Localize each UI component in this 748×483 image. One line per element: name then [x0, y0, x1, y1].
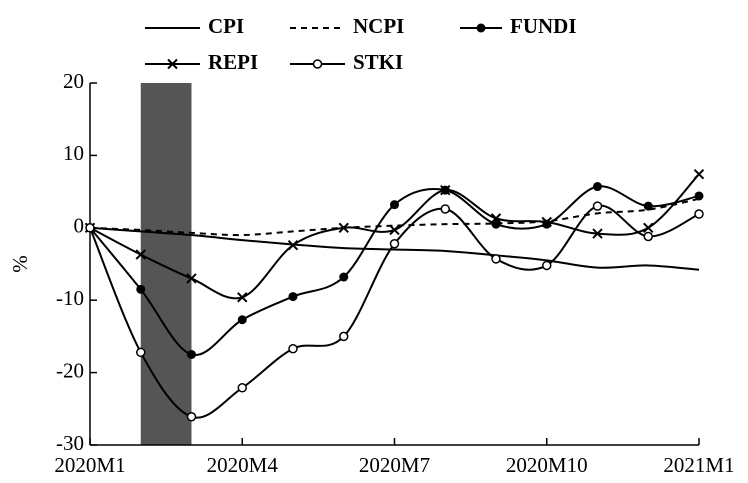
data-point: [339, 272, 349, 282]
highlight-band: [140, 83, 192, 445]
legend-marker: [167, 58, 178, 70]
data-point: [135, 249, 146, 260]
data-point: [694, 209, 704, 219]
data-point: [693, 169, 705, 180]
data-point: [389, 224, 400, 236]
data-point: [187, 350, 196, 359]
legend-label: NCPI: [353, 14, 404, 38]
data-point: [288, 343, 298, 354]
data-point: [389, 238, 400, 249]
data-point: [338, 222, 349, 234]
legend-label: FUNDI: [510, 14, 577, 38]
data-point: [491, 254, 501, 264]
series-line: [89, 226, 700, 271]
data-point: [186, 412, 197, 422]
data-point: [694, 191, 704, 201]
data-point: [592, 228, 603, 239]
data-point: [592, 201, 603, 211]
y-tick-label: -20: [56, 358, 84, 382]
legend-label: STKI: [353, 50, 403, 74]
legend-marker: [312, 59, 323, 69]
data-point: [339, 331, 349, 342]
data-point: [643, 231, 653, 242]
x-tick-label: 2020M7: [359, 453, 430, 477]
data-point: [287, 239, 299, 251]
data-point: [85, 223, 95, 233]
data-point: [237, 292, 248, 303]
legend-marker: [476, 23, 486, 33]
data-point: [542, 260, 552, 271]
data-point: [136, 284, 146, 294]
y-axis-label: %: [8, 255, 32, 273]
x-tick-label: 2020M1: [54, 453, 125, 477]
data-point: [593, 182, 602, 192]
legend-label: REPI: [208, 50, 258, 74]
data-point: [643, 201, 653, 211]
data-point: [237, 315, 247, 325]
data-point: [390, 200, 399, 210]
series-line: [89, 204, 700, 419]
data-point: [440, 204, 450, 214]
x-tick-label: 2020M4: [207, 453, 279, 477]
data-point: [237, 383, 247, 393]
x-tick-label: 2021M1: [663, 453, 734, 477]
legend-label: CPI: [208, 14, 244, 38]
y-tick-label: 20: [63, 69, 84, 93]
data-point: [643, 222, 654, 234]
y-tick-label: 0: [74, 214, 85, 238]
data-point: [288, 292, 298, 302]
data-point: [490, 213, 502, 224]
y-tick-label: -10: [56, 286, 84, 310]
data-point: [186, 273, 197, 284]
y-tick-label: 10: [63, 141, 84, 165]
x-tick-label: 2020M10: [506, 453, 588, 477]
data-point: [541, 216, 552, 228]
series-line: [89, 197, 700, 237]
data-point: [136, 347, 146, 358]
data-point: [440, 184, 451, 196]
y-tick-label: -30: [56, 431, 84, 455]
